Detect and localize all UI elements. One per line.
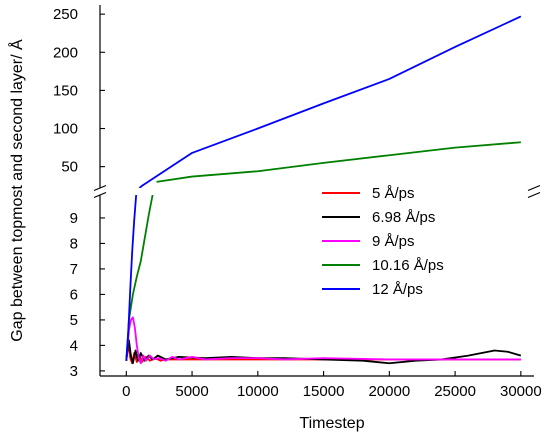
x-tick-label-0: 0 — [122, 383, 130, 400]
legend-entry-9-ps: 9 Å/ps — [322, 233, 415, 250]
series-line-10-16-ps-upper — [156, 141, 521, 183]
y-lower-tick-label-8: 8 — [70, 235, 78, 252]
y-upper-tick-label-50: 50 — [61, 159, 78, 176]
y-lower-tick-label-3: 3 — [70, 363, 78, 380]
y-lower-tick-label-9: 9 — [70, 210, 78, 227]
legend-entry-5-ps: 5 Å/ps — [322, 185, 415, 202]
legend-label-9-ps: 9 Å/ps — [372, 233, 415, 250]
axis-break-mark-left-1 — [93, 184, 107, 192]
axis-break-mark-right-1 — [527, 184, 541, 192]
axis-break-mark-left-2 — [93, 191, 107, 199]
legend-entry-10-16-ps: 10.16 Å/ps — [322, 257, 444, 274]
y-axis-title: Gap between topmost and second layer/ Å — [7, 39, 26, 342]
y-lower-tick-label-4: 4 — [70, 337, 78, 354]
x-axis-title: Timestep — [299, 415, 364, 432]
y-lower-tick-label-5: 5 — [70, 312, 78, 329]
y-lower-tick-label-7: 7 — [70, 261, 78, 278]
legend-label-10-16-ps: 10.16 Å/ps — [372, 257, 444, 274]
x-tick-label-15000: 15000 — [303, 383, 345, 400]
x-tick-label-25000: 25000 — [434, 383, 476, 400]
x-tick-label-30000: 30000 — [500, 383, 542, 400]
axis-break-gap-right — [527, 189, 541, 194]
legend-label-12-ps: 12 Å/ps — [372, 281, 423, 298]
legend-label-5-ps: 5 Å/ps — [372, 185, 415, 202]
y-lower-tick-label-6: 6 — [70, 286, 78, 303]
axis-break-mark-right-2 — [527, 191, 541, 199]
x-tick-label-5000: 5000 — [175, 383, 208, 400]
x-tick-label-20000: 20000 — [368, 383, 410, 400]
legend-entry-6-98-ps: 6.98 Å/ps — [322, 209, 435, 226]
y-upper-tick-label-250: 250 — [53, 6, 78, 23]
series-line-9-ps-lower — [125, 316, 521, 365]
x-tick-label-10000: 10000 — [237, 383, 279, 400]
legend-label-6-98-ps: 6.98 Å/ps — [372, 209, 435, 226]
axis-break-gap-left — [93, 189, 107, 194]
legend: 5 Å/ps 6.98 Å/ps 9 Å/ps 10.16 Å/ps 12 Å/ps — [322, 185, 444, 298]
series-line-12-ps-upper — [138, 15, 522, 188]
series-line-12-ps-lower — [125, 195, 138, 361]
legend-entry-12-ps: 12 Å/ps — [322, 281, 423, 298]
y-upper-tick-label-150: 150 — [53, 82, 78, 99]
y-upper-tick-label-200: 200 — [53, 44, 78, 61]
y-upper-tick-label-100: 100 — [53, 121, 78, 138]
